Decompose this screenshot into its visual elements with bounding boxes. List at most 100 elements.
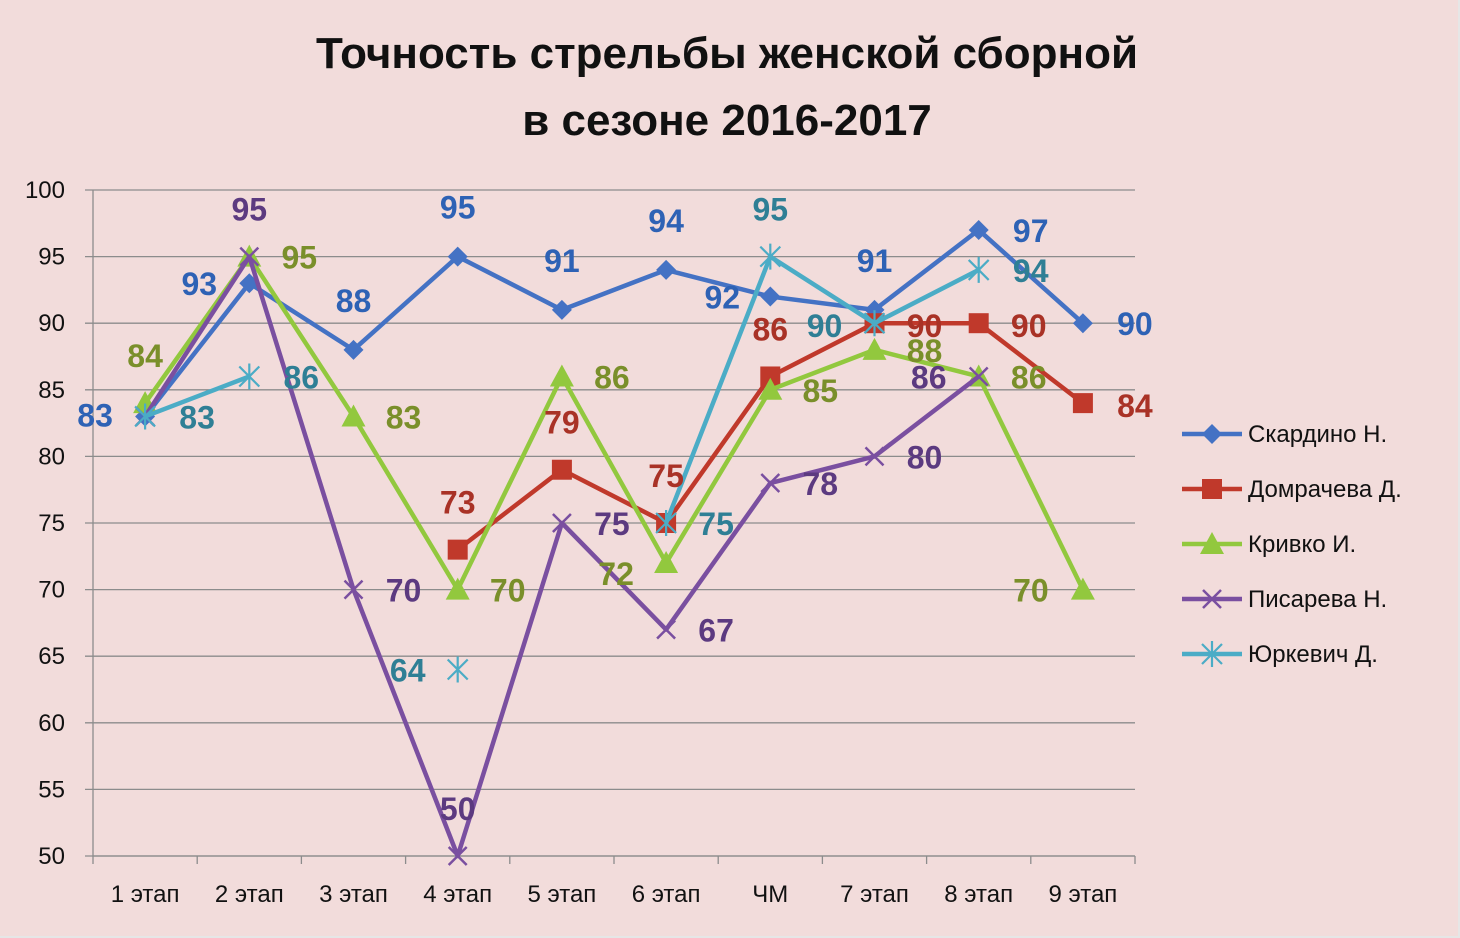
x-tick-label: 7 этап bbox=[840, 881, 909, 908]
legend-item-4: Юркевич Д. bbox=[1182, 641, 1378, 668]
data-label: 95 bbox=[753, 192, 789, 228]
legend-item-1: Домрачева Д. bbox=[1182, 476, 1402, 503]
marker-triangle bbox=[341, 404, 366, 427]
data-label: 86 bbox=[594, 359, 630, 395]
data-label: 70 bbox=[386, 573, 422, 609]
marker-diamond bbox=[1072, 313, 1093, 334]
marker-star bbox=[1201, 641, 1223, 667]
marker-diamond bbox=[1202, 424, 1222, 444]
data-label: 75 bbox=[648, 458, 684, 494]
marker-x bbox=[552, 513, 572, 533]
data-labels: 83 93 88 95 91 94 92 91 97 90 73 79 75 86 90 90 84 84 95 83… bbox=[77, 190, 1153, 827]
legend-item-2: Кривко И. bbox=[1182, 531, 1356, 558]
data-label: 90 bbox=[1011, 308, 1047, 344]
series-0 bbox=[135, 219, 1093, 427]
marker-square bbox=[1202, 479, 1222, 499]
series-4 bbox=[134, 243, 990, 683]
data-label: 97 bbox=[1013, 213, 1049, 249]
data-label: 88 bbox=[907, 333, 943, 369]
data-label: 90 bbox=[1117, 306, 1153, 342]
data-label: 79 bbox=[544, 405, 580, 441]
marker-diamond bbox=[656, 259, 677, 280]
marker-x bbox=[968, 366, 989, 387]
marker-diamond bbox=[760, 286, 781, 307]
marker-triangle bbox=[1200, 532, 1224, 554]
data-label: 91 bbox=[544, 243, 580, 279]
marker-star bbox=[863, 310, 886, 337]
data-label: 83 bbox=[386, 399, 422, 435]
data-label: 73 bbox=[440, 485, 476, 521]
series-3 bbox=[135, 246, 989, 866]
axes: 100 95 90 85 80 75 70 65 60 55 50 1 этап 2 этап 3 эта… bbox=[25, 177, 1136, 908]
marker-diamond bbox=[551, 299, 572, 320]
legend-item-0: Скардино Н. bbox=[1182, 421, 1387, 448]
data-label: 75 bbox=[698, 506, 734, 542]
legend-label: Кривко И. bbox=[1248, 531, 1356, 558]
data-label: 86 bbox=[753, 311, 789, 347]
x-tick-label: 6 этап bbox=[632, 881, 701, 908]
y-tick-label: 95 bbox=[38, 244, 65, 271]
x-tick-label: 5 этап bbox=[527, 881, 596, 908]
y-tick-label: 75 bbox=[38, 510, 65, 537]
chart-title-line2: в сезоне 2016-2017 bbox=[522, 96, 932, 145]
data-label: 83 bbox=[179, 399, 215, 435]
data-label: 84 bbox=[127, 338, 163, 374]
data-label: 67 bbox=[698, 613, 734, 649]
marker-x bbox=[760, 473, 781, 493]
series-line bbox=[664, 254, 980, 524]
x-tick-label: ЧМ bbox=[752, 881, 788, 908]
marker-square bbox=[1072, 393, 1093, 414]
x-tick-label: 9 этап bbox=[1048, 881, 1117, 908]
data-label: 94 bbox=[648, 203, 684, 239]
data-label: 90 bbox=[807, 308, 843, 344]
marker-square bbox=[968, 313, 989, 334]
data-label: 72 bbox=[598, 556, 634, 592]
y-tick-label: 60 bbox=[38, 710, 65, 737]
data-label: 91 bbox=[857, 243, 893, 279]
marker-x bbox=[239, 246, 260, 267]
x-tick-label: 4 этап bbox=[423, 881, 492, 908]
marker-triangle bbox=[445, 577, 470, 600]
marker-triangle bbox=[1070, 577, 1095, 600]
y-tick-label: 50 bbox=[38, 843, 65, 870]
marker-star bbox=[759, 243, 782, 270]
marker-x bbox=[656, 619, 676, 640]
x-tick-label: 2 этап bbox=[215, 881, 284, 908]
legend-label: Писарева Н. bbox=[1248, 586, 1387, 613]
legend-label: Юркевич Д. bbox=[1248, 641, 1378, 668]
data-label: 92 bbox=[705, 280, 741, 316]
marker-square bbox=[447, 539, 468, 560]
y-tick-label: 80 bbox=[38, 443, 65, 470]
marker-square bbox=[551, 459, 572, 480]
marker-triangle bbox=[862, 337, 887, 360]
data-label: 90 bbox=[907, 308, 943, 344]
marker-triangle bbox=[549, 364, 574, 387]
x-tick-label: 3 этап bbox=[319, 881, 388, 908]
data-label: 86 bbox=[284, 359, 320, 395]
legend-item-3: Писарева Н. bbox=[1182, 586, 1387, 613]
marker-triangle bbox=[654, 550, 679, 573]
data-label: 95 bbox=[232, 192, 268, 228]
marker-x bbox=[1202, 589, 1222, 609]
legend: Скардино Н. Домрачева Д. Кривко И. Писарева… bbox=[1182, 421, 1402, 668]
marker-diamond bbox=[447, 246, 468, 267]
data-label: 50 bbox=[440, 791, 476, 827]
data-label: 83 bbox=[77, 397, 113, 433]
marker-star bbox=[238, 363, 261, 390]
series-lines bbox=[133, 219, 1095, 866]
chart-title-line1: Точность стрельбы женской сборной bbox=[316, 29, 1138, 78]
marker-diamond bbox=[968, 219, 989, 240]
y-tick-label: 100 bbox=[25, 177, 65, 204]
x-tick-label: 1 этап bbox=[111, 881, 180, 908]
data-label: 75 bbox=[594, 506, 630, 542]
marker-x bbox=[864, 446, 885, 467]
data-label: 78 bbox=[803, 466, 839, 502]
marker-star bbox=[967, 256, 990, 283]
y-tick-label: 70 bbox=[38, 577, 65, 604]
data-label: 70 bbox=[490, 573, 526, 609]
marker-star bbox=[446, 656, 469, 683]
data-label: 86 bbox=[911, 359, 947, 395]
data-label: 88 bbox=[336, 283, 372, 319]
